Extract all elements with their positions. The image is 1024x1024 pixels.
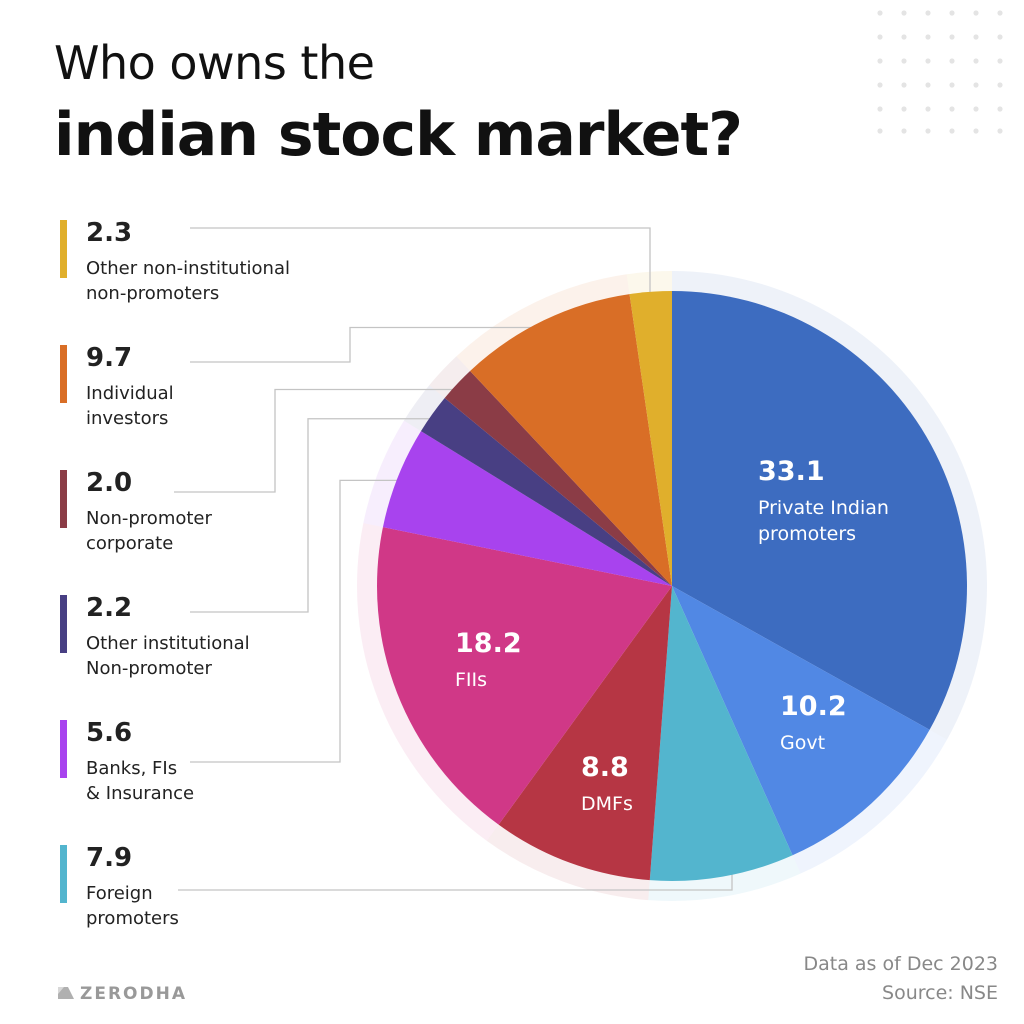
page-title-line2: indian stock market? xyxy=(54,100,743,170)
legend-color-swatch xyxy=(60,220,67,278)
slice-category-label: promoters xyxy=(758,523,856,545)
zerodha-logo-icon xyxy=(58,987,74,999)
leader-line-0 xyxy=(190,227,651,300)
legend-value: 2.0 xyxy=(86,468,133,498)
legend-label: Banks, FIs & Insurance xyxy=(86,758,195,804)
data-date-note: Data as of Dec 2023 xyxy=(803,953,999,975)
slice-category-label: Govt xyxy=(780,732,825,754)
leader-lines xyxy=(174,227,733,891)
pie-slice-5 xyxy=(382,431,672,586)
legend-color-swatch xyxy=(60,720,67,778)
pie-slice-7 xyxy=(444,370,672,586)
pie-slice-2 xyxy=(649,586,793,881)
leader-line-2 xyxy=(174,388,463,493)
slice-value-label: 33.1 xyxy=(758,456,825,487)
source-note: Data as of Dec 2023 Source: NSE xyxy=(804,950,999,1008)
pie-slice-1 xyxy=(672,586,930,856)
legend-value: 5.6 xyxy=(86,718,133,748)
slice-value-label: 10.2 xyxy=(780,691,847,722)
leader-line-4 xyxy=(190,479,406,763)
decorative-dot-grid xyxy=(877,10,1003,134)
pie-slice-3 xyxy=(498,586,672,881)
legend-color-swatch xyxy=(60,845,67,903)
pie-slice-6 xyxy=(420,397,672,586)
legend-value: 2.2 xyxy=(86,593,133,623)
leader-line-3 xyxy=(190,418,439,613)
pie-slices xyxy=(376,291,967,881)
source-credit: Source: NSE xyxy=(882,982,998,1004)
pie-slice-9 xyxy=(629,291,672,586)
leader-line-1 xyxy=(190,326,548,363)
leader-line-5 xyxy=(178,868,733,891)
pie-slice-0 xyxy=(672,291,967,730)
slice-category-label: FIIs xyxy=(455,669,487,691)
pie-inline-labels: 33.1 Private Indian promoters 10.2 Govt 8.8 DM… xyxy=(455,456,889,815)
legend-value: 7.9 xyxy=(86,843,133,873)
slice-category-label: DMFs xyxy=(581,793,633,815)
brand-logo: ZERODHA xyxy=(58,984,187,1004)
pie-slice-8 xyxy=(470,294,672,586)
page-title-line1: Who owns the xyxy=(54,36,375,90)
legend-color-swatch xyxy=(60,595,67,653)
legend-color-swatch xyxy=(60,345,67,403)
legend-label: Other non-institutional non-promoters xyxy=(86,258,290,304)
pie-slice-4 xyxy=(376,527,672,825)
brand-name: ZERODHA xyxy=(80,984,187,1004)
legend-label: Foreign promoters xyxy=(86,883,179,929)
slice-value-label: 8.8 xyxy=(581,752,629,783)
legend-value: 9.7 xyxy=(86,343,133,373)
slice-category-label: Private Indian xyxy=(758,497,889,519)
legend-label: Other institutional Non-promoter xyxy=(86,633,250,679)
legend-value: 2.3 xyxy=(86,218,133,248)
legend-color-swatch xyxy=(60,470,67,528)
legend-label: Individual investors xyxy=(86,383,174,429)
legend-label: Non-promoter corporate xyxy=(86,508,212,554)
slice-value-label: 18.2 xyxy=(455,628,522,659)
